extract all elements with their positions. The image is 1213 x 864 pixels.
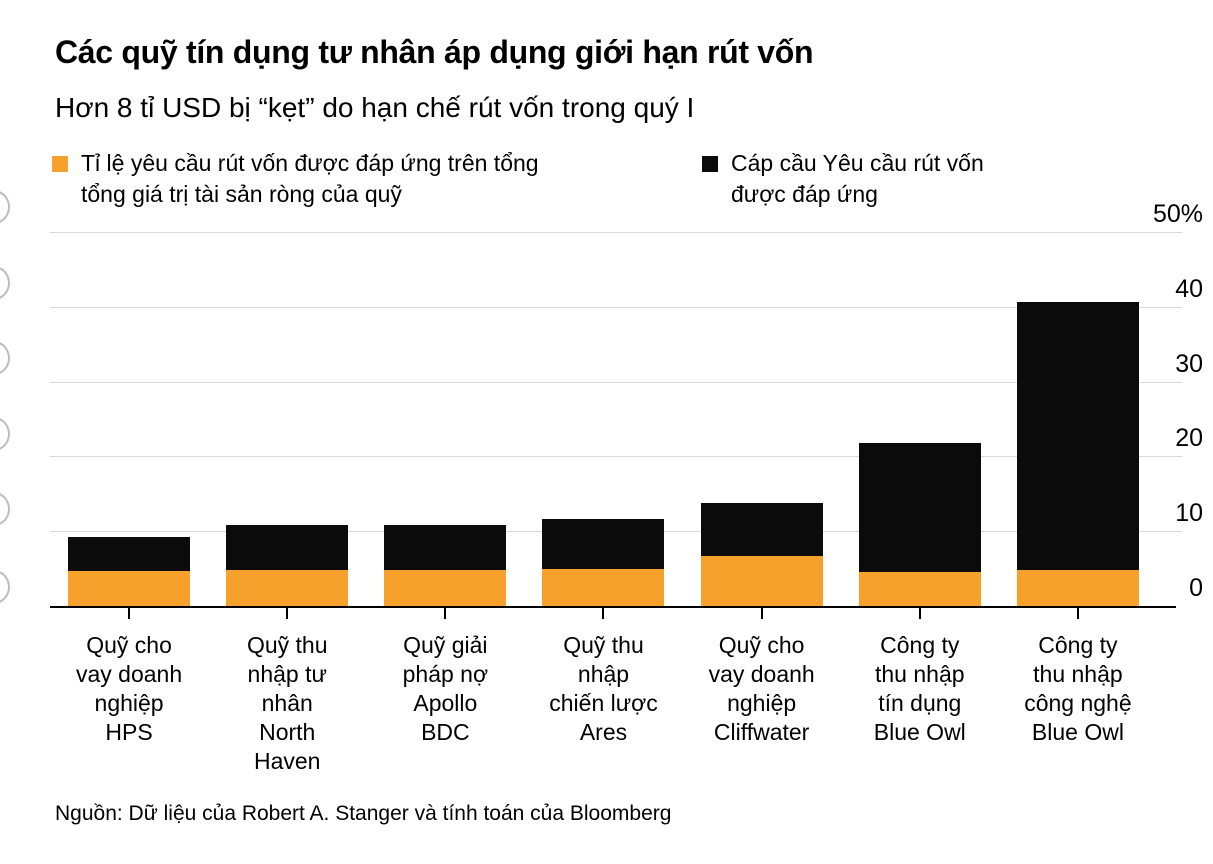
- stacked-bar: [858, 442, 981, 606]
- bar-column: [999, 232, 1157, 606]
- bar-segment-black: [1016, 302, 1139, 571]
- x-axis-category-label: Công ty thu nhập tín dụng Blue Owl: [873, 632, 966, 745]
- cropped-edge-artifact: [0, 417, 10, 451]
- bar-segment-orange: [858, 571, 981, 606]
- bar-column: [208, 232, 366, 606]
- bar-segment-black: [700, 502, 823, 556]
- x-axis-category-label: Quỹ thu nhập chiến lược Ares: [549, 632, 658, 745]
- bar-column: [366, 232, 524, 606]
- x-axis-labels: Quỹ cho vay doanh nghiệp HPS Quỹ thu nhập…: [50, 607, 1157, 776]
- stacked-bar: [226, 525, 349, 606]
- legend-swatch-orange-icon: [52, 156, 68, 172]
- cropped-edge-artifact: [0, 492, 10, 526]
- cropped-edge-artifact: [0, 570, 10, 604]
- bar-segment-orange: [700, 555, 823, 606]
- y-axis-tick-label: 0: [1189, 574, 1203, 602]
- x-axis-category-label: Quỹ cho vay doanh nghiệp HPS: [76, 632, 183, 745]
- legend-item-black: Cáp cầu Yêu cầu rút vốn được đáp ứng: [702, 148, 984, 210]
- bar-segment-black: [226, 525, 349, 571]
- stacked-bar: [542, 519, 665, 606]
- x-axis-tick: [444, 607, 447, 619]
- bar-segment-orange: [226, 570, 349, 606]
- x-axis-category-label: Quỹ cho vay doanh nghiệp Cliffwater: [708, 632, 815, 745]
- source-note: Nguồn: Dữ liệu của Robert A. Stanger và …: [55, 802, 672, 825]
- x-axis-tick: [760, 607, 763, 619]
- x-axis-tick: [128, 607, 131, 619]
- bar-segment-orange: [1016, 570, 1139, 606]
- bar-segment-black: [542, 519, 665, 569]
- bars-layer: [50, 232, 1157, 606]
- x-axis-tick: [1076, 607, 1079, 619]
- gridline: [50, 456, 1182, 458]
- stacked-bar: [700, 502, 823, 606]
- y-axis-tick-label: 40: [1175, 274, 1203, 303]
- legend-item-orange: Tỉ lệ yêu cầu rút vốn được đáp ứng trên …: [52, 148, 539, 210]
- x-axis-category-label: Quỹ thu nhập tư nhân North Haven: [246, 632, 328, 774]
- y-axis-tick-label: 50%: [1152, 200, 1203, 228]
- chart-subtitle: Hơn 8 tỉ USD bị “kẹt” do hạn chế rút vốn…: [55, 92, 695, 123]
- bar-segment-black: [384, 525, 507, 571]
- bar-segment-black: [68, 537, 191, 571]
- bar-segment-black: [858, 442, 981, 572]
- x-axis-tick: [918, 607, 921, 619]
- x-axis-category-label: Quỹ giải pháp nợ Apollo BDC: [402, 632, 489, 745]
- y-axis-tick-label: 10: [1175, 499, 1203, 528]
- gridline: [50, 232, 1182, 233]
- x-axis-category-label: Công ty thu nhập công nghệ Blue Owl: [1024, 632, 1132, 745]
- stacked-bar: [384, 525, 507, 606]
- cropped-edge-artifact: [0, 266, 10, 300]
- gridline: [50, 381, 1182, 383]
- bar-segment-orange: [542, 568, 665, 606]
- y-axis-tick-label: 30: [1175, 349, 1203, 378]
- x-axis-tick: [602, 607, 605, 619]
- x-axis-baseline: [50, 606, 1176, 608]
- cropped-edge-artifact: [0, 341, 10, 375]
- chart-title: Các quỹ tín dụng tư nhân áp dụng giới hạ…: [55, 34, 814, 70]
- stacked-bar: [1016, 302, 1139, 606]
- legend-label: Tỉ lệ yêu cầu rút vốn được đáp ứng trên …: [81, 150, 539, 207]
- bar-segment-orange: [68, 570, 191, 606]
- legend-label: Cáp cầu Yêu cầu rút vốn được đáp ứng: [731, 150, 984, 207]
- gridline: [50, 306, 1182, 308]
- bar-column: [683, 232, 841, 606]
- bar-column: [524, 232, 682, 606]
- x-axis-tick: [286, 607, 289, 619]
- y-axis-tick-label: 20: [1175, 424, 1203, 453]
- bar-segment-orange: [384, 570, 507, 606]
- bar-column: [50, 232, 208, 606]
- legend-swatch-black-icon: [702, 156, 718, 172]
- bar-column: [841, 232, 999, 606]
- cropped-edge-artifact: [0, 190, 10, 224]
- stacked-bar: [68, 537, 191, 606]
